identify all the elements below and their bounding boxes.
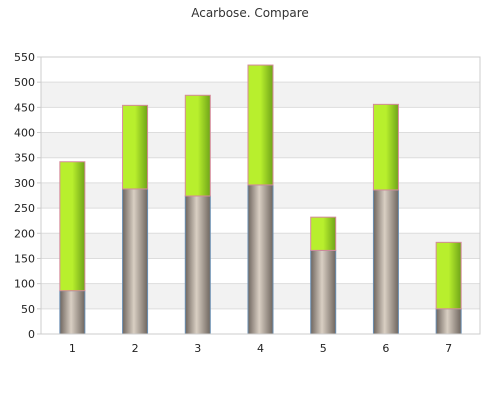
bar-bottom-1 — [59, 290, 86, 335]
x-tick-label: 1 — [69, 342, 76, 355]
y-tick-label: 250 — [14, 202, 35, 215]
x-tick-label: 7 — [445, 342, 452, 355]
y-tick-label: 350 — [14, 152, 35, 165]
y-tick-label: 400 — [14, 127, 35, 140]
bar-top-6 — [372, 103, 399, 191]
x-tick-label: 3 — [194, 342, 201, 355]
x-tick-label: 6 — [382, 342, 389, 355]
chart-title: Acarbose. Compare — [191, 6, 309, 20]
bar-top-5 — [310, 216, 337, 251]
bar-top-4 — [247, 64, 274, 186]
y-tick-label: 50 — [21, 303, 35, 316]
y-tick-label: 450 — [14, 101, 35, 114]
bar-bottom-2 — [122, 188, 149, 335]
bar-top-2 — [122, 104, 149, 190]
y-tick-label: 500 — [14, 76, 35, 89]
bar-bottom-7 — [435, 308, 462, 335]
bar-top-3 — [184, 94, 211, 197]
y-tick-label: 150 — [14, 252, 35, 265]
x-tick-label: 5 — [320, 342, 327, 355]
y-tick-label: 100 — [14, 278, 35, 291]
bar-bottom-4 — [247, 184, 274, 335]
bar-bottom-6 — [372, 189, 399, 335]
bar-bottom-5 — [310, 249, 337, 335]
x-tick-label: 2 — [132, 342, 139, 355]
x-tick-label: 4 — [257, 342, 264, 355]
y-tick-label: 300 — [14, 177, 35, 190]
y-tick-label: 550 — [14, 51, 35, 64]
y-tick-label: 200 — [14, 227, 35, 240]
bar-top-7 — [435, 241, 462, 310]
bar-bottom-3 — [184, 195, 211, 335]
y-tick-label: 0 — [28, 328, 35, 341]
bar-top-1 — [59, 161, 86, 292]
plot-border — [40, 56, 481, 335]
